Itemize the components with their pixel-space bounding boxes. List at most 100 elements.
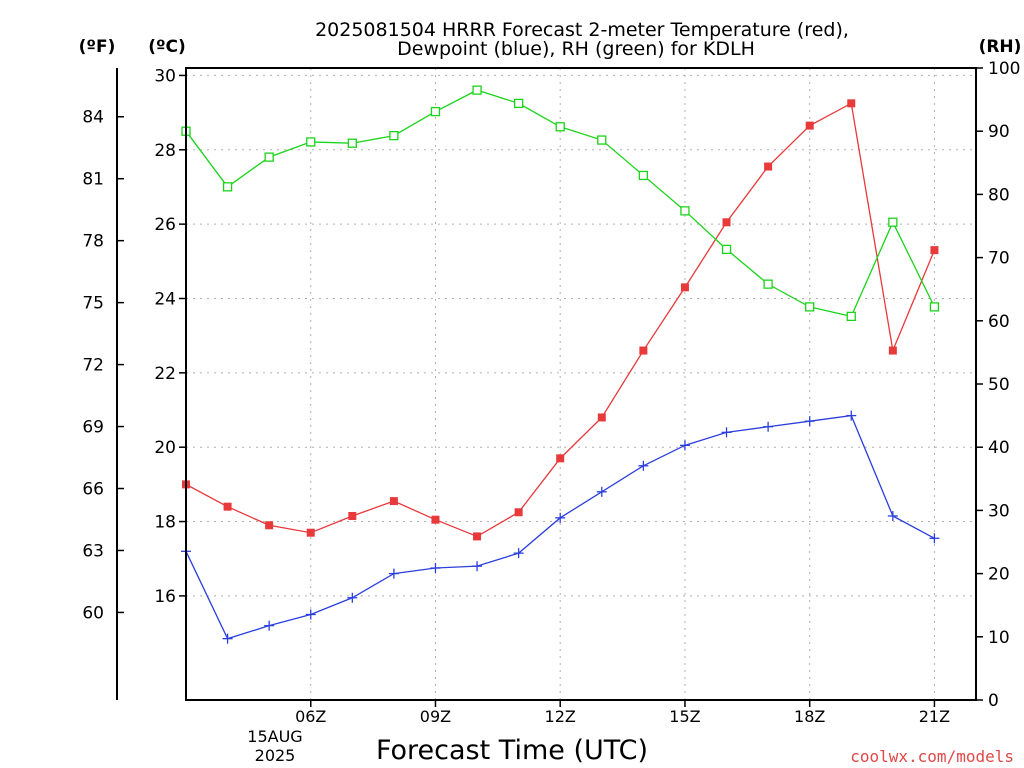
data-point [306, 528, 315, 537]
data-point [680, 206, 690, 216]
data-point [847, 99, 856, 108]
rh-unit-label: (RH) [979, 37, 1022, 57]
data-point [596, 486, 607, 497]
data-point [430, 563, 441, 574]
chart-title-line2: Dewpoint (blue), RH (green) for KDLH [397, 38, 755, 60]
watermark: coolwx.com/models [850, 747, 1014, 766]
data-point [638, 170, 649, 181]
rh-tick-label: 90 [988, 122, 1010, 142]
data-point [763, 279, 773, 289]
data-point [472, 85, 482, 95]
data-point [513, 98, 524, 109]
data-point [264, 620, 275, 631]
fahrenheit-tick-label: 81 [82, 170, 104, 190]
data-point [472, 561, 483, 572]
data-point [513, 548, 524, 559]
data-point [929, 533, 940, 544]
data-point [680, 283, 689, 292]
rh-tick-label: 70 [988, 249, 1010, 269]
fahrenheit-tick-label: 66 [82, 480, 104, 500]
data-point [347, 592, 358, 603]
data-point [347, 138, 357, 148]
x-axis-label: Forecast Time (UTC) [376, 735, 648, 766]
data-point [721, 427, 732, 438]
celsius-tick-label: 26 [154, 215, 176, 235]
rh-tick-label: 50 [988, 375, 1010, 395]
fahrenheit-tick-label: 69 [82, 418, 104, 438]
celsius-tick-label: 22 [154, 364, 176, 384]
data-point [556, 454, 565, 463]
rh-tick-label: 10 [988, 628, 1010, 648]
celsius-tick-label: 16 [154, 587, 176, 607]
rh-tick-label: 20 [988, 565, 1010, 585]
data-point [223, 502, 232, 511]
chart-title-line1: 2025081504 HRRR Forecast 2-meter Tempera… [315, 19, 849, 41]
data-point [888, 217, 898, 227]
plot-area-frame [185, 67, 977, 701]
fahrenheit-tick-label: 72 [82, 356, 104, 376]
celsius-tick-label: 18 [154, 513, 176, 533]
rh-tick-label: 100 [988, 59, 1020, 79]
celsius-tick-label: 28 [154, 141, 176, 161]
data-point [265, 521, 274, 530]
x-tick-label: 06Z [295, 707, 326, 726]
x-tick-label: 18Z [794, 707, 825, 726]
data-point [264, 152, 274, 162]
x-tick-label: 15Z [669, 707, 700, 726]
data-point [555, 122, 565, 132]
data-point [722, 218, 731, 227]
data-point [348, 511, 357, 520]
data-point [721, 244, 732, 255]
celsius-tick-label: 24 [154, 289, 176, 309]
data-point [514, 508, 523, 517]
series-lines [181, 85, 940, 644]
data-point [887, 510, 898, 521]
data-point [389, 130, 399, 141]
data-point [430, 106, 441, 117]
celsius-tick-label: 20 [154, 438, 176, 458]
date-label-year: 2025 [255, 746, 296, 765]
data-point [638, 460, 649, 471]
data-point [639, 346, 648, 355]
rh-tick-label: 60 [988, 312, 1010, 332]
x-tick-label: 09Z [420, 707, 451, 726]
fahrenheit-tick-label: 75 [82, 294, 104, 314]
data-point [431, 515, 440, 524]
fahrenheit-tick-label: 78 [82, 232, 104, 252]
fahrenheit-unit-label: (ºF) [79, 37, 116, 57]
x-tick-label: 21Z [919, 707, 950, 726]
data-point [555, 512, 566, 523]
data-point [930, 246, 939, 255]
data-point [388, 568, 399, 579]
celsius-unit-label: (ºC) [148, 37, 186, 57]
data-point [846, 311, 856, 322]
fahrenheit-tick-label: 60 [82, 603, 104, 623]
data-point [389, 497, 398, 506]
fahrenheit-tick-label: 63 [82, 541, 104, 561]
data-point [597, 413, 606, 422]
data-point [305, 609, 316, 620]
rh-tick-label: 30 [988, 501, 1010, 521]
data-point [597, 135, 607, 145]
data-point [805, 121, 814, 130]
data-point [222, 633, 233, 644]
data-point [222, 182, 233, 192]
data-point [763, 421, 774, 432]
grid-lines [186, 68, 976, 700]
x-tick-label: 12Z [545, 707, 576, 726]
data-point [805, 302, 815, 312]
celsius-tick-label: 30 [154, 66, 176, 86]
data-point [306, 137, 316, 147]
data-point [929, 302, 940, 312]
data-point [846, 410, 857, 421]
fahrenheit-tick-label: 84 [82, 108, 104, 128]
rh-tick-label: 80 [988, 185, 1010, 205]
data-point [804, 416, 815, 427]
series-line-0 [185, 102, 936, 538]
series-line-1 [185, 414, 935, 640]
data-point [473, 532, 482, 541]
data-point [888, 346, 897, 355]
data-point [764, 162, 773, 171]
date-label-day: 15AUG [247, 727, 302, 746]
